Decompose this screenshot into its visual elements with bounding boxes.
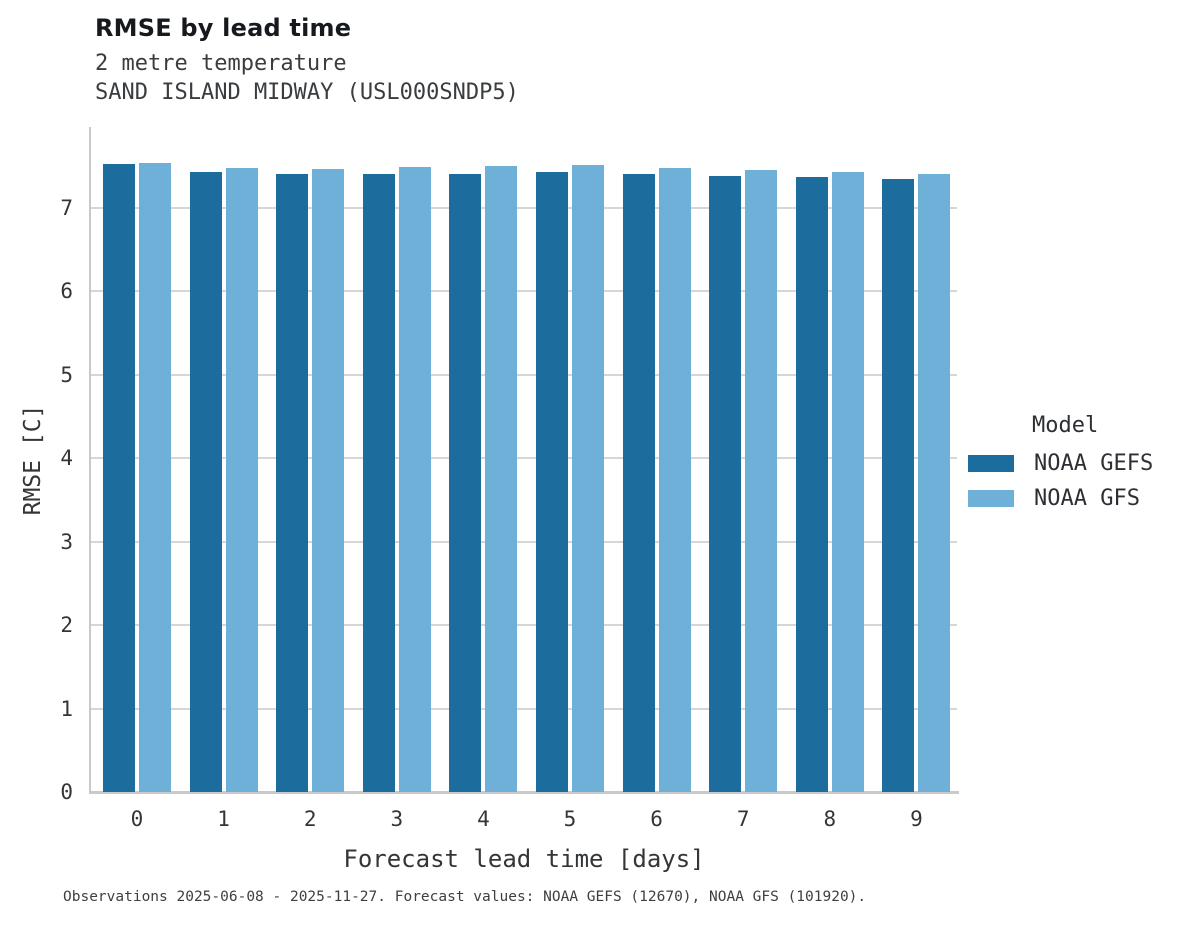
bar-noaa-gefs-8 [795, 177, 828, 792]
x-tick-label: 5 [563, 807, 577, 831]
bar-noaa-gefs-4 [449, 174, 482, 792]
bar-noaa-gfs-2 [312, 169, 345, 792]
y-tick-label: 4 [60, 446, 73, 471]
y-tick-label: 0 [60, 780, 73, 804]
gridline [91, 707, 957, 710]
chart-subtitle-line1: 2 metre temperature [95, 51, 347, 76]
legend-swatch-icon [968, 489, 1014, 507]
bar-noaa-gefs-6 [622, 174, 655, 792]
y-axis-spine [89, 127, 91, 794]
legend: Model NOAA GEFS NOAA GFS [968, 413, 1193, 511]
gridline [91, 290, 957, 293]
legend-label: NOAA GFS [1034, 485, 1140, 511]
chart-subtitle-line2: SAND ISLAND MIDWAY (USL000SNDP5) [95, 80, 519, 105]
legend-title: Model [1032, 413, 1099, 438]
legend-swatch-icon [968, 454, 1014, 472]
gridline [91, 206, 957, 209]
y-tick-label: 1 [60, 696, 73, 721]
gridline [91, 540, 957, 543]
y-tick-label: 6 [60, 279, 73, 304]
x-tick-label: 3 [390, 807, 404, 831]
plot-area: 0 1 2 3 4 5 6 7 0 1 2 3 4 5 6 7 8 9 [60, 127, 959, 831]
bar-noaa-gfs-1 [225, 168, 258, 792]
y-tick-label: 5 [60, 362, 73, 387]
x-tick-label: 1 [217, 807, 230, 831]
bar-noaa-gfs-8 [831, 172, 864, 792]
bar-noaa-gefs-9 [882, 179, 915, 792]
gridline [91, 457, 957, 460]
bar-noaa-gefs-5 [536, 172, 568, 792]
legend-item: NOAA GEFS [968, 450, 1193, 476]
x-tick-label: 4 [477, 807, 490, 831]
x-tick-label: 0 [130, 807, 144, 831]
caption: Observations 2025-06-08 - 2025-11-27. Fo… [63, 889, 867, 905]
x-tick-label: 2 [303, 807, 317, 831]
x-tick-label: 7 [736, 807, 750, 831]
bar-noaa-gefs-1 [189, 172, 222, 792]
bar-noaa-gfs-9 [918, 174, 951, 792]
x-tick-label: 9 [910, 807, 923, 831]
bar-noaa-gfs-3 [398, 167, 431, 792]
gridline [91, 624, 957, 627]
title-block: RMSE by lead time 2 metre temperature SA… [95, 14, 519, 107]
x-axis-spine [89, 791, 959, 794]
x-tick-label: 8 [823, 807, 837, 831]
gridline [91, 373, 957, 376]
bar-noaa-gefs-7 [709, 176, 742, 792]
chart-title: RMSE by lead time [95, 14, 352, 42]
bar-noaa-gfs-0 [139, 163, 171, 792]
bar-noaa-gefs-3 [362, 174, 395, 792]
bar-noaa-gfs-6 [658, 168, 691, 792]
bar-noaa-gefs-2 [276, 174, 309, 792]
y-tick-label: 2 [60, 613, 73, 638]
x-tick-label: 6 [650, 807, 663, 831]
x-axis-label: Forecast lead time [days] [343, 845, 705, 873]
legend-item: NOAA GFS [968, 485, 1193, 511]
bar-noaa-gfs-4 [485, 166, 518, 792]
y-tick-label: 7 [60, 195, 73, 220]
y-tick-label: 3 [60, 529, 73, 554]
bar-noaa-gefs-0 [103, 164, 135, 792]
legend-label: NOAA GEFS [1034, 450, 1154, 476]
bar-noaa-gfs-7 [745, 170, 778, 792]
bar-noaa-gfs-5 [572, 165, 604, 792]
